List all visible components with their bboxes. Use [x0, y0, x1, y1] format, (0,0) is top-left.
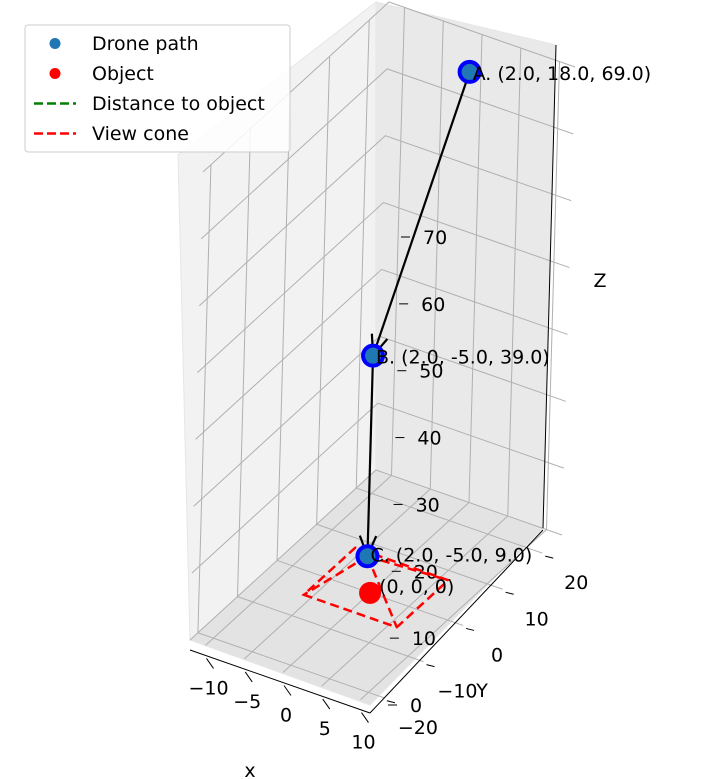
legend-label-view-cone: View cone — [92, 123, 189, 145]
x-axis-line — [189, 649, 371, 714]
drone-point-B — [361, 343, 386, 368]
z-axis-line — [542, 44, 557, 529]
x-tick-label: 10 — [351, 732, 375, 754]
axis-edges — [189, 44, 557, 714]
y-tick — [426, 664, 435, 668]
grid-line-z — [197, 202, 570, 373]
grid-line-y-wall — [197, 164, 212, 633]
grid-line-x-wall — [546, 61, 560, 530]
view-cone-edge — [366, 555, 398, 628]
grid-line-z — [195, 268, 568, 440]
z-tick-label: 0 — [410, 695, 422, 717]
drone-point-label-B: B. (2.0, -5.0, 39.0) — [376, 347, 550, 369]
drone-point-C — [355, 544, 380, 569]
x-tick-label: −10 — [188, 677, 228, 699]
legend-marker-object — [49, 68, 61, 79]
tick-marks — [206, 236, 554, 723]
y-tick — [545, 555, 554, 559]
z-tick-label: 50 — [419, 361, 443, 383]
path-arrow-AB — [371, 71, 471, 357]
z-tick-label: 40 — [417, 428, 441, 450]
view-cone-edge — [367, 555, 449, 582]
grid-line-x-wall — [468, 34, 483, 503]
z-axis-title: Z — [593, 270, 606, 292]
object-point — [359, 581, 382, 604]
y-tick-label: −20 — [398, 717, 438, 739]
grid-line-y-floor — [316, 523, 503, 590]
z-tick-label: 60 — [421, 294, 445, 316]
y-axis-line — [369, 529, 544, 714]
grid-line-x-wall — [507, 48, 522, 517]
x-tick — [206, 658, 214, 669]
y-tick — [386, 700, 396, 704]
legend: Drone path Object Distance to object Vie… — [24, 24, 291, 153]
grid-line-y-floor — [237, 596, 424, 663]
grid-line-z — [189, 469, 563, 641]
y-tick-label: 0 — [491, 644, 503, 666]
point-labels: A. (2.0, 18.0, 69.0) B. (2.0, -5.0, 39.0)… — [370, 63, 651, 598]
grid-line-x-wall — [429, 20, 444, 489]
x-tick — [283, 685, 292, 696]
grid-line-y-wall — [276, 92, 291, 561]
drone-point-label-A: A. (2.0, 18.0, 69.0) — [473, 63, 652, 85]
z-tick-label: 10 — [412, 628, 436, 650]
y-axis-title: Y — [475, 680, 488, 702]
y-tick-label: 20 — [564, 572, 588, 594]
x-tick — [244, 671, 253, 683]
legend-label-object: Object — [92, 63, 154, 85]
legend-label-drone-path: Drone path — [92, 33, 199, 55]
grid-line-y-floor — [356, 487, 543, 554]
grid-line-x-wall — [391, 7, 405, 476]
z-tick-label: 30 — [416, 494, 440, 516]
y-tick — [505, 591, 514, 595]
path-arrow-BC — [366, 355, 375, 557]
grid-line-z — [191, 402, 565, 574]
grid-line-x-floor — [360, 529, 547, 700]
x-tick-label: −5 — [233, 691, 261, 713]
drone-point-A — [457, 59, 482, 84]
drone-point-label-C: C. (2.0, -5.0, 9.0) — [370, 544, 532, 566]
x-tick-label: 0 — [280, 705, 292, 727]
y-tick-label: −10 — [437, 681, 477, 703]
view-cone-edge — [303, 555, 369, 596]
legend-marker-drone-path — [49, 38, 61, 49]
x-tick — [322, 698, 331, 710]
y-tick-label: 10 — [525, 608, 549, 630]
grid-lines — [189, 1, 576, 700]
data-points — [355, 59, 482, 604]
x-axis-title: x — [244, 760, 255, 779]
z-tick-label: 70 — [423, 227, 447, 249]
grid-line-y-floor — [197, 632, 385, 699]
grid-line-z — [200, 68, 574, 240]
grid-line-x-floor — [321, 515, 509, 687]
grid-line-y-wall — [236, 128, 251, 597]
grid-line-y-wall — [316, 56, 331, 525]
x-tick — [361, 712, 369, 723]
legend-frame — [24, 24, 291, 153]
object-point-label: (0, 0, 0) — [379, 576, 454, 598]
y-tick — [465, 627, 475, 631]
grid-line-x-floor — [205, 475, 392, 646]
legend-label-distance: Distance to object — [92, 93, 265, 115]
grid-line-z — [198, 135, 572, 307]
grid-line-y-wall — [355, 20, 370, 489]
x-tick-label: 5 — [319, 718, 331, 740]
